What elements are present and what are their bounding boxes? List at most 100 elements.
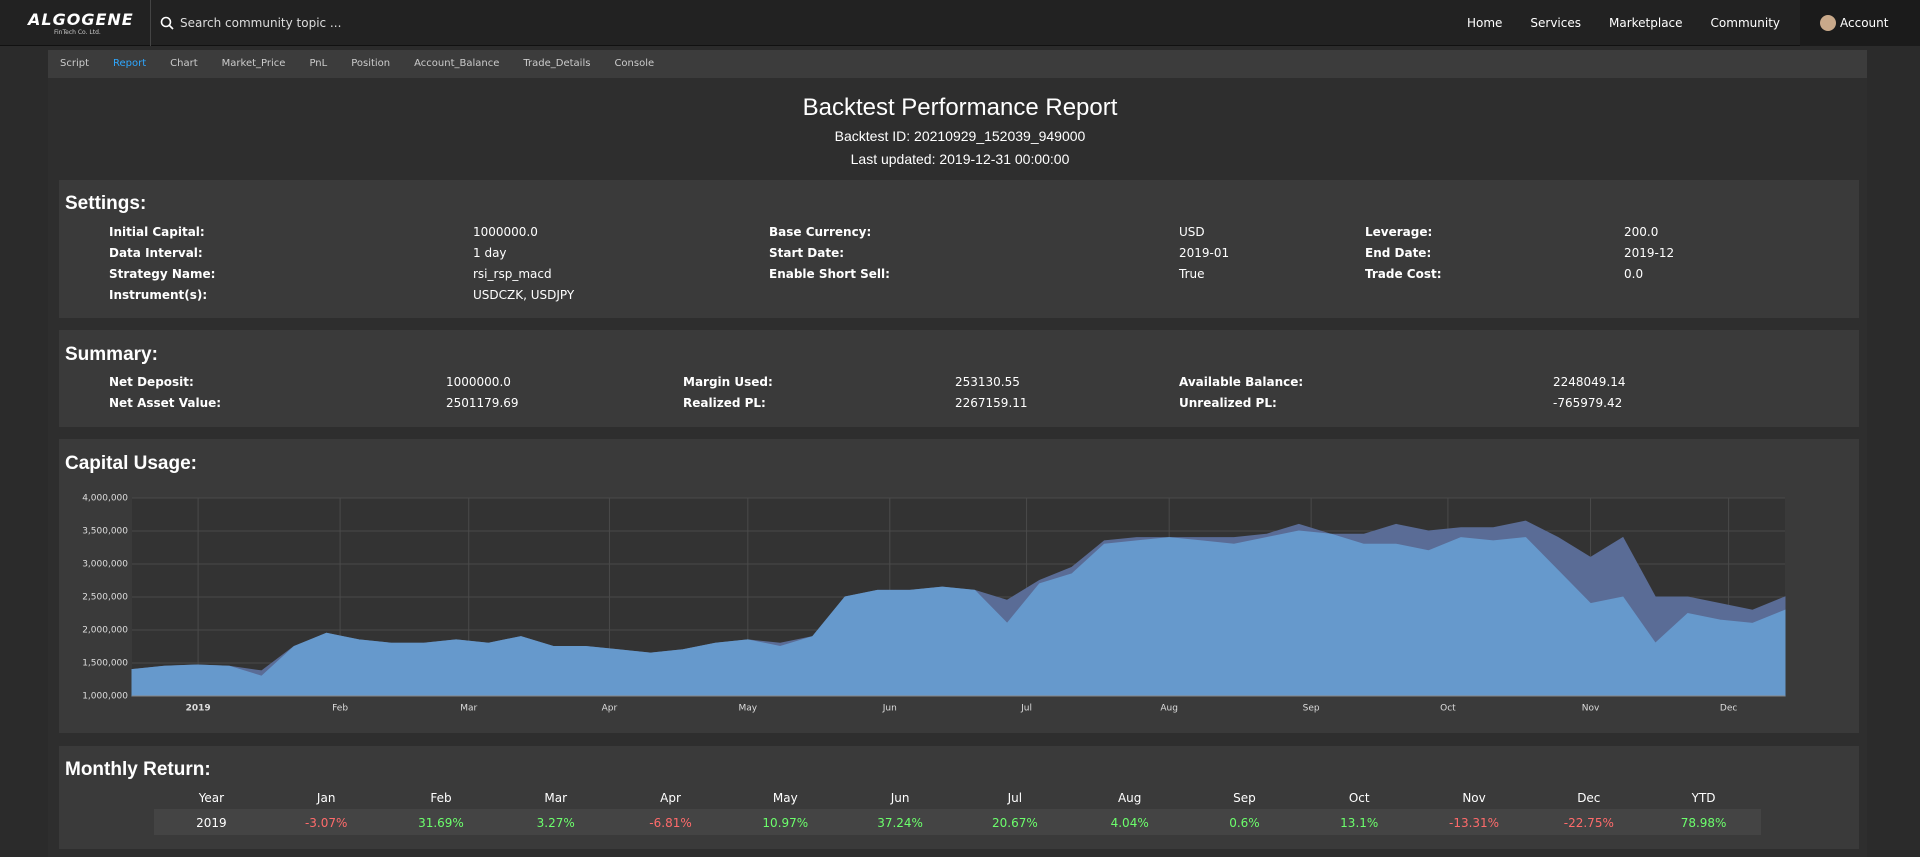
capital-chart: 1,000,000 1,500,000 2,000,000 2,500,000 3,00…	[82, 494, 1786, 714]
y-tick-label: 2,500,000	[82, 593, 128, 603]
nav-link[interactable]: Home	[1466, 16, 1503, 30]
field-value: 2019-12	[1624, 246, 1675, 260]
table-header: Oct	[1348, 791, 1370, 805]
tab[interactable]: Chart	[170, 58, 198, 69]
brand-sub: FinTech Co. Ltd.	[54, 29, 101, 36]
table-header: Mar	[544, 791, 568, 805]
x-tick-label: Oct	[1440, 704, 1456, 714]
field-label: Initial Capital:	[109, 225, 205, 239]
table-cell: 2019	[196, 816, 227, 830]
table-header: Dec	[1577, 791, 1601, 805]
report-title: Backtest Performance Report	[802, 94, 1118, 121]
field-label: Available Balance:	[1179, 375, 1304, 389]
field-label: Trade Cost:	[1365, 267, 1442, 281]
capital-title: Capital Usage:	[65, 453, 197, 474]
tab[interactable]: Trade_Details	[523, 58, 591, 69]
tab[interactable]: Console	[614, 58, 655, 69]
field-label: Strategy Name:	[109, 267, 216, 281]
x-tick-label: Jun	[882, 704, 897, 714]
table-header: Jan	[316, 791, 336, 805]
field-value: 2501179.69	[446, 396, 519, 410]
field-value: 2019-01	[1179, 246, 1230, 260]
field-label: Base Currency:	[769, 225, 872, 239]
x-tick-label: 2019	[186, 704, 211, 714]
y-tick-label: 3,500,000	[82, 527, 128, 537]
settings-panel	[59, 180, 1859, 318]
summary-title: Summary:	[65, 344, 158, 365]
table-cell: 78.98%	[1680, 816, 1727, 830]
tab[interactable]: Account_Balance	[414, 58, 500, 69]
field-value: 1 day	[473, 246, 507, 260]
field-label: Net Deposit:	[109, 375, 194, 389]
field-label: Margin Used:	[683, 375, 773, 389]
table-header: Feb	[430, 791, 452, 805]
table-header: Aug	[1117, 791, 1142, 805]
table-header: Sep	[1233, 791, 1256, 805]
field-value: USD	[1179, 225, 1205, 239]
x-tick-label: May	[739, 704, 758, 714]
avatar	[1820, 15, 1836, 31]
tab[interactable]: PnL	[309, 58, 328, 69]
table-header: Apr	[660, 791, 681, 805]
table-cell: 31.69%	[418, 816, 464, 830]
field-label: End Date:	[1365, 246, 1432, 260]
table-row	[154, 809, 1761, 835]
brand[interactable]: ALGOGENE	[28, 10, 134, 29]
table-header: Jun	[890, 791, 910, 805]
table-cell: 0.6%	[1229, 816, 1260, 830]
monthly-title: Monthly Return:	[65, 759, 211, 780]
tab[interactable]: Market_Price	[221, 58, 286, 69]
field-value: rsi_rsp_macd	[473, 267, 552, 281]
search-icon	[160, 16, 174, 30]
table-header: Nov	[1462, 791, 1486, 805]
navbar	[0, 0, 1920, 46]
tab[interactable]: Position	[351, 58, 391, 69]
table-header: Year	[198, 791, 225, 805]
search-input[interactable]: Search community topic ...	[180, 16, 342, 30]
x-tick-label: Dec	[1720, 704, 1737, 714]
field-label: Realized PL:	[683, 396, 766, 410]
backtest-id: Backtest ID: 20210929_152039_949000	[834, 128, 1086, 144]
field-value: -765979.42	[1553, 396, 1623, 410]
area	[131, 530, 1786, 697]
field-value: True	[1179, 267, 1205, 281]
x-tick-label: Nov	[1582, 704, 1600, 714]
field-label: Leverage:	[1365, 225, 1433, 239]
table-cell: -22.75%	[1563, 816, 1614, 830]
x-tick-label: Feb	[332, 704, 348, 714]
table-cell: -13.31%	[1448, 816, 1500, 830]
field-value: 2267159.11	[955, 396, 1028, 410]
table-cell: 3.27%	[536, 816, 575, 830]
table-cell: 37.24%	[877, 816, 923, 830]
table-cell: -6.81%	[649, 816, 692, 830]
x-tick-label: Aug	[1160, 704, 1178, 714]
table-cell: 13.1%	[1340, 816, 1379, 830]
nav-link[interactable]: Services	[1530, 16, 1581, 30]
y-tick-label: 4,000,000	[82, 494, 128, 504]
field-label: Unrealized PL:	[1179, 396, 1277, 410]
table-cell: 20.67%	[992, 816, 1038, 830]
field-value: 200.0	[1624, 225, 1659, 239]
field-value: USDCZK, USDJPY	[473, 288, 575, 302]
account-label[interactable]: Account	[1840, 16, 1889, 30]
field-label: Enable Short Sell:	[769, 267, 890, 281]
tab[interactable]: Script	[60, 58, 90, 69]
table-header: May	[772, 791, 798, 805]
field-value: 0.0	[1624, 267, 1644, 281]
divider	[150, 0, 151, 46]
field-value: 253130.55	[955, 375, 1020, 389]
field-label: Start Date:	[769, 246, 845, 260]
table-cell: 10.97%	[762, 816, 809, 830]
settings-title: Settings:	[65, 193, 147, 214]
field-label: Instrument(s):	[109, 288, 208, 302]
tab-bar: Script Report Chart Market_Price PnL Position…	[48, 50, 1867, 78]
x-tick-label: Mar	[460, 704, 477, 714]
field-value: 1000000.0	[446, 375, 511, 389]
nav-link[interactable]: Community	[1710, 16, 1780, 30]
tab[interactable]: Report	[113, 58, 147, 69]
field-value: 1000000.0	[473, 225, 538, 239]
x-tick-label: Jul	[1020, 704, 1032, 714]
nav-link[interactable]: Marketplace	[1609, 16, 1683, 30]
nav-links: Home Services Marketplace Community	[1467, 16, 1780, 30]
